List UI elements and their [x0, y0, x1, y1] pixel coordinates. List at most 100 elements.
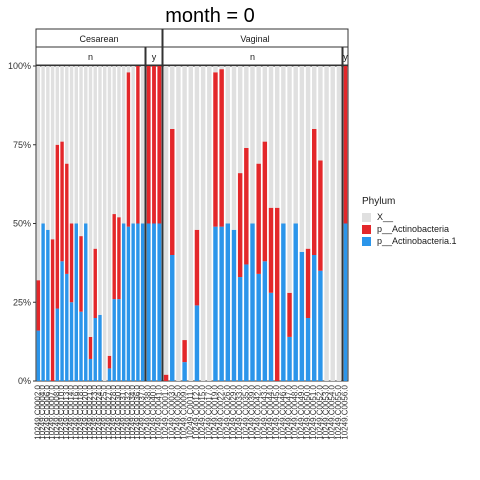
bar-segment-x [256, 66, 261, 164]
bar-segment-actinobacteria-1 [318, 270, 323, 381]
facet-strip-sub [342, 46, 349, 66]
bar-segment-actinobacteria-1 [152, 223, 156, 381]
bar-segment-x [46, 66, 50, 230]
x-tick-label: 10249.C0013.0 [62, 384, 71, 439]
bar-segment-x [103, 66, 107, 381]
x-tick-label: 10249.C0019.0 [210, 384, 219, 439]
bar-segment-x [65, 66, 69, 164]
bar-segment-actinobacteria-1 [88, 358, 93, 381]
bar-segment-actinobacteria [256, 163, 261, 274]
bar-segment-actinobacteria-1 [146, 223, 151, 381]
x-tick-label: 10249.C0028.0 [109, 384, 118, 439]
bar-segment-x [74, 66, 78, 224]
bar-segment-actinobacteria [107, 355, 112, 369]
bar-segment-x [170, 66, 175, 129]
bar-segment-x [79, 66, 83, 237]
bar-segment-actinobacteria-1 [157, 223, 162, 381]
x-tick-label: 10249.C0023.0 [90, 384, 99, 439]
bar-segment-x [268, 66, 274, 208]
bar-segment-actinobacteria [274, 207, 280, 381]
bar-segment-x [126, 66, 131, 73]
x-tick-label: 10249.C0012.0 [192, 384, 201, 439]
bar-segment-x [112, 66, 116, 215]
x-tick-label: 10249.C0024.0 [95, 384, 104, 439]
y-tick-label: 75% [13, 140, 31, 150]
bar-segment-x [299, 66, 305, 252]
bar-segment-x [262, 66, 268, 142]
bar-segment-actinobacteria-1 [312, 255, 317, 381]
bar-segment-actinobacteria-1 [126, 226, 131, 381]
y-tick-label: 100% [8, 61, 31, 71]
bar-segment-actinobacteria-1 [268, 292, 274, 381]
bar-segment-actinobacteria-1 [281, 223, 286, 381]
x-tick-label: 10249.C0046.0 [278, 384, 287, 439]
bar-segment-x [140, 66, 145, 224]
bar-segment-actinobacteria [79, 236, 83, 312]
bar-segment-x [336, 66, 342, 381]
x-tick-label: 10249.C0008.0 [52, 384, 61, 439]
bar-segment-actinobacteria [152, 66, 156, 224]
x-tick-label: 10249.C0009.0 [180, 384, 189, 439]
bar-segment-actinobacteria [305, 248, 311, 318]
legend-item-x: X__ [362, 211, 457, 223]
bar-segment-x [163, 66, 169, 375]
bar-segment-x [225, 66, 231, 224]
legend-title: Phylum [362, 196, 396, 207]
bar-segment-x [281, 66, 286, 224]
bar-segment-actinobacteria [36, 280, 41, 331]
x-tick-label: 10249.C0031.0 [119, 384, 128, 439]
bar-segment-actinobacteria [60, 141, 64, 262]
x-tick-label: 10249.C0020.0 [81, 384, 90, 439]
bar-segment-actinobacteria-1 [219, 226, 224, 381]
bar-segment-actinobacteria-1 [262, 261, 268, 381]
x-tick-label: 10249.C0027.0 [104, 384, 113, 439]
bar-segment-x [117, 66, 121, 218]
bar-segment-actinobacteria-1 [305, 318, 311, 381]
bar-segment-x [55, 66, 60, 145]
bar-segment-x [213, 66, 218, 73]
y-tick-label: 50% [13, 219, 31, 229]
x-tick-label: 10249.C0049.0 [297, 384, 306, 439]
x-tick-label: 10249.C0007.0 [48, 384, 57, 439]
x-tick-label: 10249.C0029.0 [229, 384, 238, 439]
bar-segment-x [312, 66, 317, 129]
x-tick-label: 10249.C0037.0 [138, 384, 147, 439]
bar-segment-x [88, 66, 93, 337]
bar-segment-actinobacteria-1 [41, 223, 45, 381]
legend: Phylum X__ p__Actinobacteria p__Actinoba… [362, 196, 457, 247]
bar-segment-actinobacteria-1 [65, 273, 69, 381]
bar-segment-x [107, 66, 112, 356]
x-tick-label: 10249.C0026.0 [223, 384, 232, 439]
bar-segment-x [305, 66, 311, 249]
facet-strip-sub [145, 46, 163, 66]
bar-segment-actinobacteria [237, 173, 243, 278]
bar-segment-actinobacteria [93, 248, 97, 318]
x-tick-label: 10249.C0036.0 [133, 384, 142, 439]
x-tick-label: 10249.C0022.0 [217, 384, 226, 439]
bar-segment-actinobacteria-1 [213, 226, 218, 381]
bar-segment-actinobacteria [69, 223, 74, 303]
x-tick-label: 10249.C0056.0 [341, 384, 350, 439]
bar-segment-actinobacteria [213, 72, 218, 227]
facet-label-sub: n [250, 52, 255, 62]
x-tick-label: 10249.C0025.0 [100, 384, 109, 439]
x-tick-label: 10249.C0033.0 [235, 384, 244, 439]
x-tick-label: 10249.C0014.0 [67, 384, 76, 439]
legend-swatch-actinobacteria [362, 224, 371, 234]
bar-segment-x [60, 66, 64, 142]
x-tick-label: 10249.C0047.0 [285, 384, 294, 439]
x-tick-label: 10249.C0053.0 [322, 384, 331, 439]
bar-segment-x [188, 66, 193, 381]
bar-segment-actinobacteria-1 [170, 255, 175, 381]
bar-segment-x [194, 66, 200, 230]
bar-segment-x [93, 66, 97, 249]
legend-swatch-x [362, 212, 371, 222]
legend-label-actinobacteria: p__Actinobacteria [377, 224, 450, 234]
x-tick-label: 10249.C0010.0 [57, 384, 66, 439]
bar-segment-actinobacteria-1 [194, 305, 200, 381]
bar-segment-x [287, 66, 292, 293]
y-tick-label: 25% [13, 297, 31, 307]
bar-segment-x [244, 66, 249, 148]
bar-segment-actinobacteria-1 [293, 223, 298, 381]
